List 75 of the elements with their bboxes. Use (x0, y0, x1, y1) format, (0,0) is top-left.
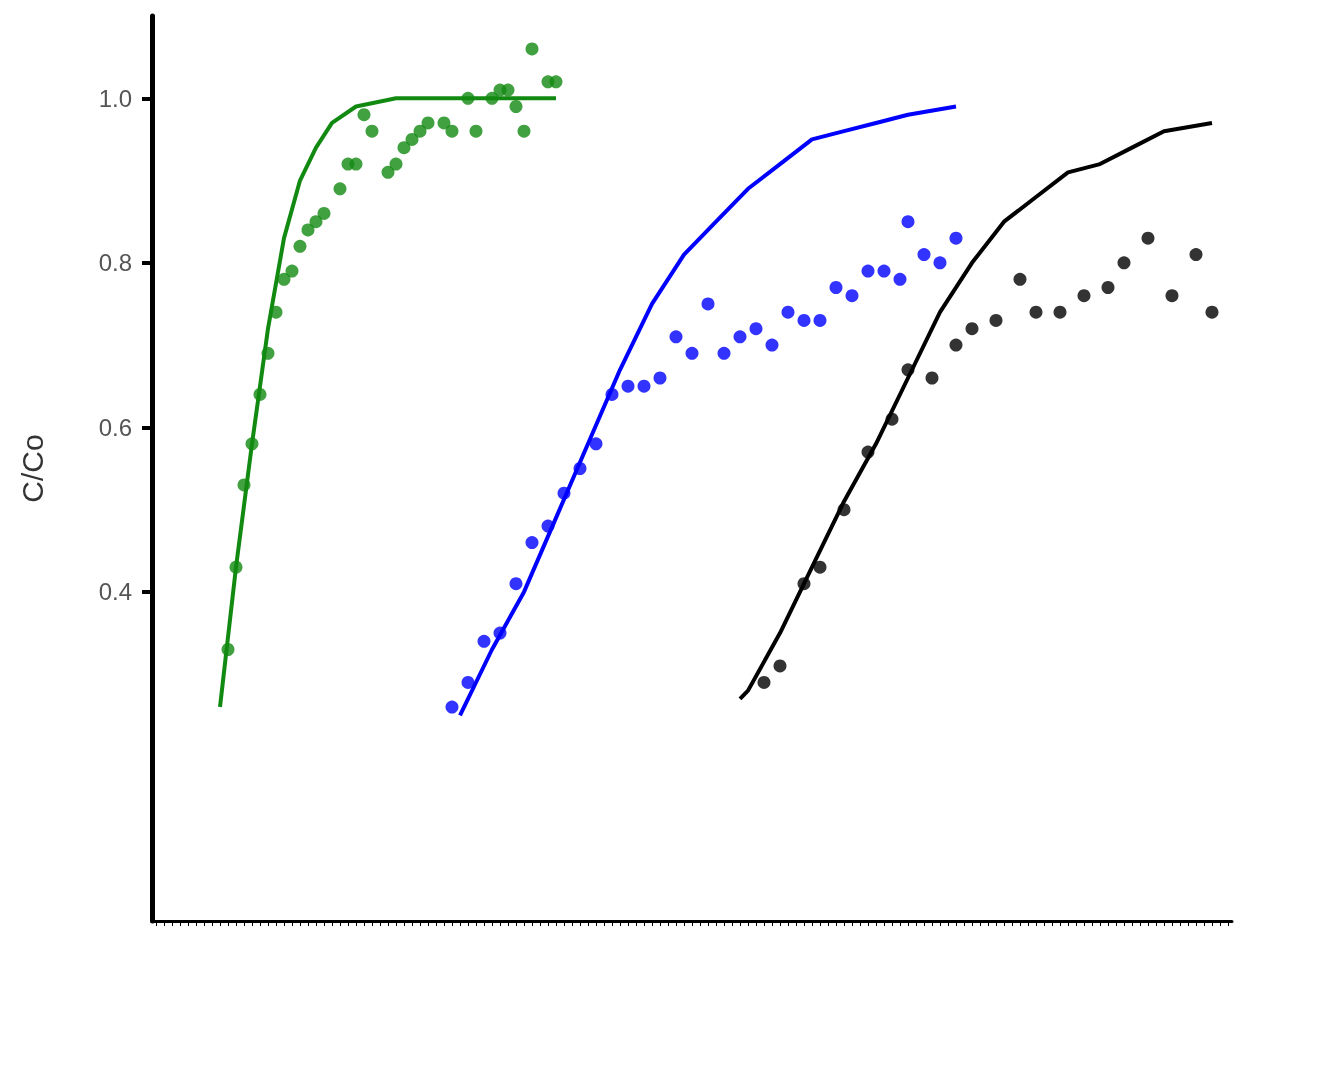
point (381, 165, 395, 179)
point (965, 322, 979, 336)
point (333, 182, 347, 196)
point (317, 206, 331, 220)
point (797, 313, 811, 327)
point (1077, 289, 1091, 303)
point (301, 223, 315, 237)
point (813, 313, 827, 327)
point (445, 124, 459, 138)
point (549, 75, 563, 89)
point (685, 346, 699, 360)
point (357, 108, 371, 122)
point (893, 272, 907, 286)
y-tick-label: 0.8 (98, 249, 132, 277)
y-tick-label: 0.4 (98, 578, 132, 606)
point (781, 305, 795, 319)
point (1013, 272, 1027, 286)
point (653, 371, 667, 385)
point (1165, 289, 1179, 303)
point (765, 338, 779, 352)
point (757, 675, 771, 689)
point (445, 700, 459, 714)
point (621, 379, 635, 393)
point (1101, 281, 1115, 294)
point (509, 100, 523, 113)
point (877, 264, 891, 278)
point (277, 272, 291, 286)
point (861, 264, 875, 278)
point (437, 116, 451, 130)
point (389, 157, 403, 171)
point (917, 248, 931, 262)
point (309, 215, 323, 229)
point (925, 371, 939, 385)
point (397, 141, 411, 155)
y-tick-label: 1.0 (98, 84, 132, 112)
point (461, 675, 475, 689)
point (525, 536, 539, 550)
point (1029, 305, 1043, 319)
point (733, 330, 747, 344)
point (525, 42, 539, 56)
point (1053, 305, 1067, 319)
point (293, 239, 307, 253)
point (1141, 231, 1155, 245)
point (405, 132, 419, 146)
point (901, 215, 915, 229)
point (365, 124, 379, 138)
point (349, 157, 363, 171)
point (477, 634, 491, 648)
point (949, 231, 963, 245)
point (413, 124, 427, 138)
point (701, 297, 715, 311)
point (1189, 248, 1203, 262)
point (669, 330, 683, 344)
point (421, 116, 435, 130)
point (501, 83, 515, 97)
point (949, 338, 963, 352)
point (1117, 256, 1131, 270)
point (509, 577, 523, 591)
point (989, 313, 1003, 327)
point (717, 346, 731, 360)
point (589, 437, 603, 451)
y-axis-title: C/Co (15, 434, 49, 503)
point (517, 124, 531, 138)
point (845, 289, 859, 303)
point (469, 124, 483, 138)
point (749, 322, 763, 336)
point (773, 659, 787, 673)
point (637, 379, 651, 393)
point (285, 264, 299, 278)
point (813, 560, 827, 574)
point (933, 256, 947, 270)
point (829, 281, 843, 294)
y-tick-label: 0.6 (98, 413, 132, 441)
point (1205, 305, 1219, 319)
line-series (738, 120, 1214, 701)
